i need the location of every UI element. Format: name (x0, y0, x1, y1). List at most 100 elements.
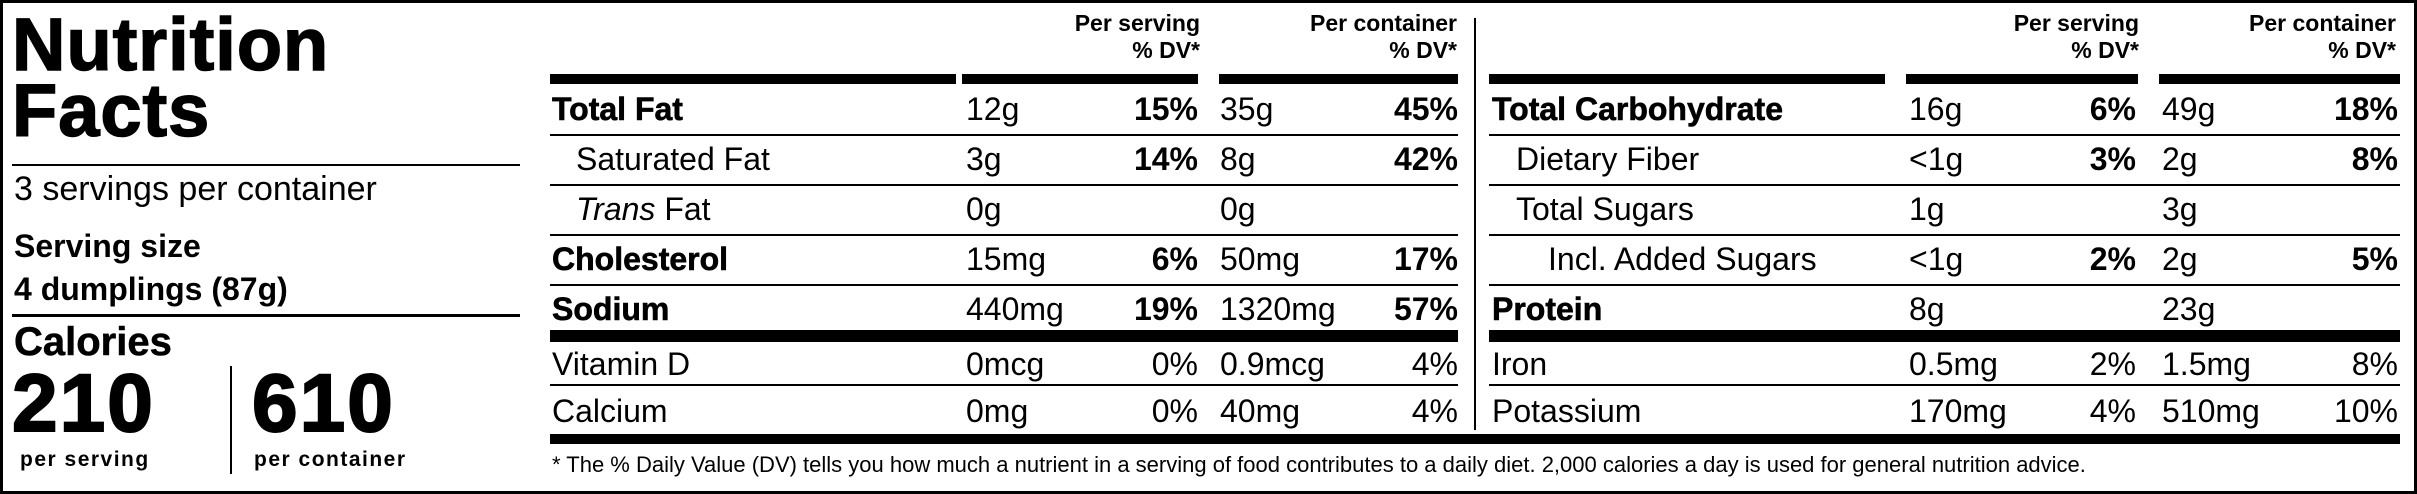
header-line-2: % DV* (1389, 37, 1457, 63)
container-amount: 35g (1220, 91, 1274, 127)
container-amount: 1320mg (1220, 291, 1336, 327)
calories-per-serving: 210 (11, 358, 155, 449)
nutrient-name: Total Fat (552, 91, 684, 128)
trans-rest: Fat (655, 191, 711, 227)
container-amount: 8g (1220, 141, 1256, 177)
right-row-rule-1 (1489, 134, 2400, 136)
title-rule (12, 164, 520, 166)
serving-dv: 19% (1133, 291, 1198, 327)
footnote: * The % Daily Value (DV) tells you how m… (552, 452, 2086, 477)
serving-amount: <1g (1909, 141, 1964, 177)
nutrient-name: Cholesterol (552, 241, 729, 278)
mineral-name: Iron (1492, 346, 1548, 382)
container-amount: 50mg (1220, 241, 1301, 277)
right-header-bar-container (2159, 74, 2400, 84)
mineral-container-amount: 1.5mg (2162, 346, 2251, 382)
container-dv: 5% (2351, 241, 2398, 277)
nutrient-name: Saturated Fat (576, 141, 770, 177)
header-line-2: % DV* (2328, 37, 2396, 63)
vitamin-serving-amount: 0mg (966, 393, 1029, 429)
vitamin-name: Calcium (552, 393, 668, 429)
right-header-bar-serving (1906, 74, 2138, 84)
serving-amount: 16g (1909, 91, 1963, 127)
left-row-rule-1 (550, 134, 1458, 136)
mineral-container-amount: 510mg (2162, 393, 2260, 429)
vitamin-container-amount: 40mg (1220, 393, 1301, 429)
title-line-2: Facts (11, 69, 211, 152)
trans-italic: Trans (576, 191, 656, 227)
serving-amount: 1g (1909, 191, 1945, 227)
left-vitamin-bar (550, 330, 1458, 342)
container-dv: 57% (1393, 291, 1458, 327)
table-divider (1474, 18, 1476, 430)
mineral-container-dv: 8% (2351, 346, 2398, 382)
container-dv: 17% (1393, 241, 1458, 277)
nutrient-name: Sodium (552, 291, 670, 328)
left-header-bar-label (550, 74, 956, 84)
right-row-rule-4 (1489, 284, 2400, 286)
nutrient-name: Total Sugars (1516, 191, 1694, 227)
vitamin-serving-amount: 0mcg (966, 346, 1045, 382)
header-line-2: % DV* (1132, 37, 1200, 63)
serving-amount: 0g (966, 191, 1002, 227)
container-amount: 0g (1220, 191, 1256, 227)
mineral-serving-dv: 2% (2089, 346, 2136, 382)
header-line-1: Per container (2249, 10, 2396, 36)
container-amount: 2g (2162, 241, 2198, 277)
calories-label: Calories (14, 320, 172, 365)
left-row-rule-3 (550, 234, 1458, 236)
serving-size-label: Serving size (14, 228, 201, 264)
vitamin-serving-dv: 0% (1151, 346, 1198, 382)
serving-amount: 12g (966, 91, 1020, 127)
header-line-2: % DV* (2071, 37, 2139, 63)
serving-amount: 440mg (966, 291, 1064, 327)
header-per-container-left: Per container % DV* (1157, 10, 1457, 64)
serving-dv: 6% (2089, 91, 2136, 127)
serving-size-rule (12, 314, 520, 317)
serving-dv: 3% (2089, 141, 2136, 177)
nutrient-name: Trans Fat (576, 189, 711, 229)
container-amount: 23g (2162, 291, 2216, 327)
container-dv: 8% (2351, 141, 2398, 177)
vitamin-container-amount: 0.9mcg (1220, 346, 1325, 382)
right-row-rule-2 (1489, 184, 2400, 186)
nutrient-name: Total Carbohydrate (1492, 91, 1784, 128)
calories-divider (230, 366, 232, 474)
container-dv: 18% (2333, 91, 2398, 127)
left-row-rule-2 (550, 184, 1458, 186)
left-header-bar-container (1219, 74, 1458, 84)
nutrient-name: Incl. Added Sugars (1548, 241, 1817, 277)
container-amount: 2g (2162, 141, 2198, 177)
serving-dv: 15% (1133, 91, 1198, 127)
container-dv: 42% (1393, 141, 1458, 177)
right-header-bar-label (1489, 74, 1885, 84)
serving-amount: 15mg (966, 241, 1047, 277)
left-header-bar-serving (962, 74, 1198, 84)
vitamin-container-dv: 4% (1411, 393, 1458, 429)
mineral-container-dv: 10% (2333, 393, 2398, 429)
serving-amount: 3g (966, 141, 1002, 177)
right-vitamin-rule (1489, 384, 2400, 386)
serving-amount: <1g (1909, 241, 1964, 277)
header-per-serving-right: Per serving % DV* (1939, 10, 2139, 64)
nutrient-name: Dietary Fiber (1516, 141, 1700, 177)
mineral-serving-dv: 4% (2089, 393, 2136, 429)
header-line-1: Per serving (1074, 10, 1200, 36)
serving-dv: 6% (1151, 241, 1198, 277)
left-vitamin-rule (550, 384, 1458, 386)
container-dv: 45% (1393, 91, 1458, 127)
left-row-rule-4 (550, 284, 1458, 286)
mineral-serving-amount: 170mg (1909, 393, 2007, 429)
vitamin-container-dv: 4% (1411, 346, 1458, 382)
calories-per-container-label: per container (254, 448, 407, 471)
nutrient-name: Protein (1492, 291, 1603, 328)
title-line-1: Nutrition (11, 3, 330, 86)
mineral-serving-amount: 0.5mg (1909, 346, 1998, 382)
vitamin-serving-dv: 0% (1151, 393, 1198, 429)
right-vitamin-bar (1489, 330, 2400, 342)
serving-amount: 8g (1909, 291, 1945, 327)
header-line-1: Per serving (2013, 10, 2139, 36)
container-amount: 3g (2162, 191, 2198, 227)
header-per-container-right: Per container % DV* (2096, 10, 2396, 64)
